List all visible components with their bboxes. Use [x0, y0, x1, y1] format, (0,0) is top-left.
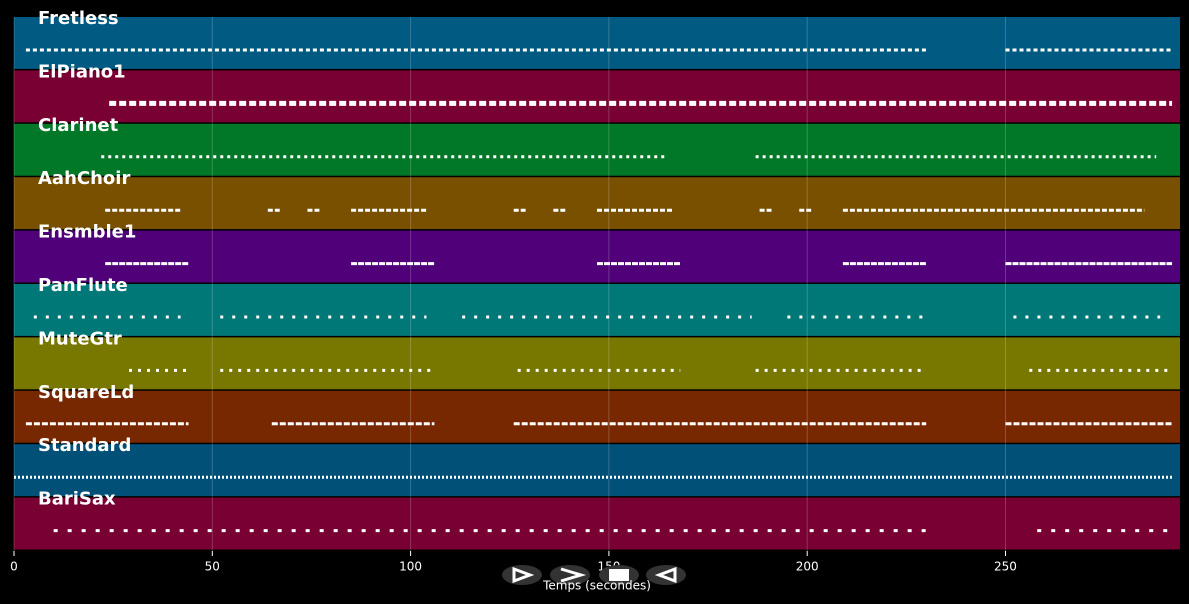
- track-label: MuteGtr: [38, 328, 122, 349]
- track: [14, 444, 1180, 497]
- track-label: Clarinet: [38, 115, 119, 136]
- track: [14, 497, 1180, 550]
- playback-controls: [502, 565, 686, 585]
- track: [14, 17, 1180, 69]
- reverse-button[interactable]: [646, 565, 686, 585]
- track: [14, 70, 1180, 123]
- track: [14, 284, 1180, 336]
- play-button[interactable]: [502, 565, 542, 585]
- stop-button[interactable]: [599, 565, 639, 585]
- x-tick-label: 50: [205, 560, 220, 574]
- tracks: Fretless ElPiano1 Clarinet AahChoir Ensmble1…: [14, 8, 1180, 550]
- x-tick-label: 200: [796, 560, 819, 574]
- x-axis: 050100150200250: [10, 17, 1017, 574]
- track: [14, 123, 1180, 176]
- x-axis-label: Temps (secondes): [542, 579, 651, 593]
- track-label: AahChoir: [38, 168, 130, 189]
- forward-button[interactable]: [550, 565, 590, 585]
- track-label: Ensmble1: [38, 222, 136, 243]
- track: [14, 177, 1180, 230]
- track-label: Standard: [38, 435, 131, 456]
- track-label: SquareLd: [38, 382, 134, 403]
- x-tick-label: 250: [994, 560, 1017, 574]
- track-label: PanFlute: [38, 275, 128, 296]
- track: [14, 390, 1180, 443]
- track: [14, 337, 1180, 390]
- track-label: BariSax: [38, 489, 116, 510]
- x-tick-label: 0: [10, 560, 18, 574]
- x-tick-label: 100: [399, 560, 422, 574]
- track-label: Fretless: [38, 8, 119, 29]
- track: [14, 230, 1180, 283]
- track-label: ElPiano1: [38, 61, 126, 82]
